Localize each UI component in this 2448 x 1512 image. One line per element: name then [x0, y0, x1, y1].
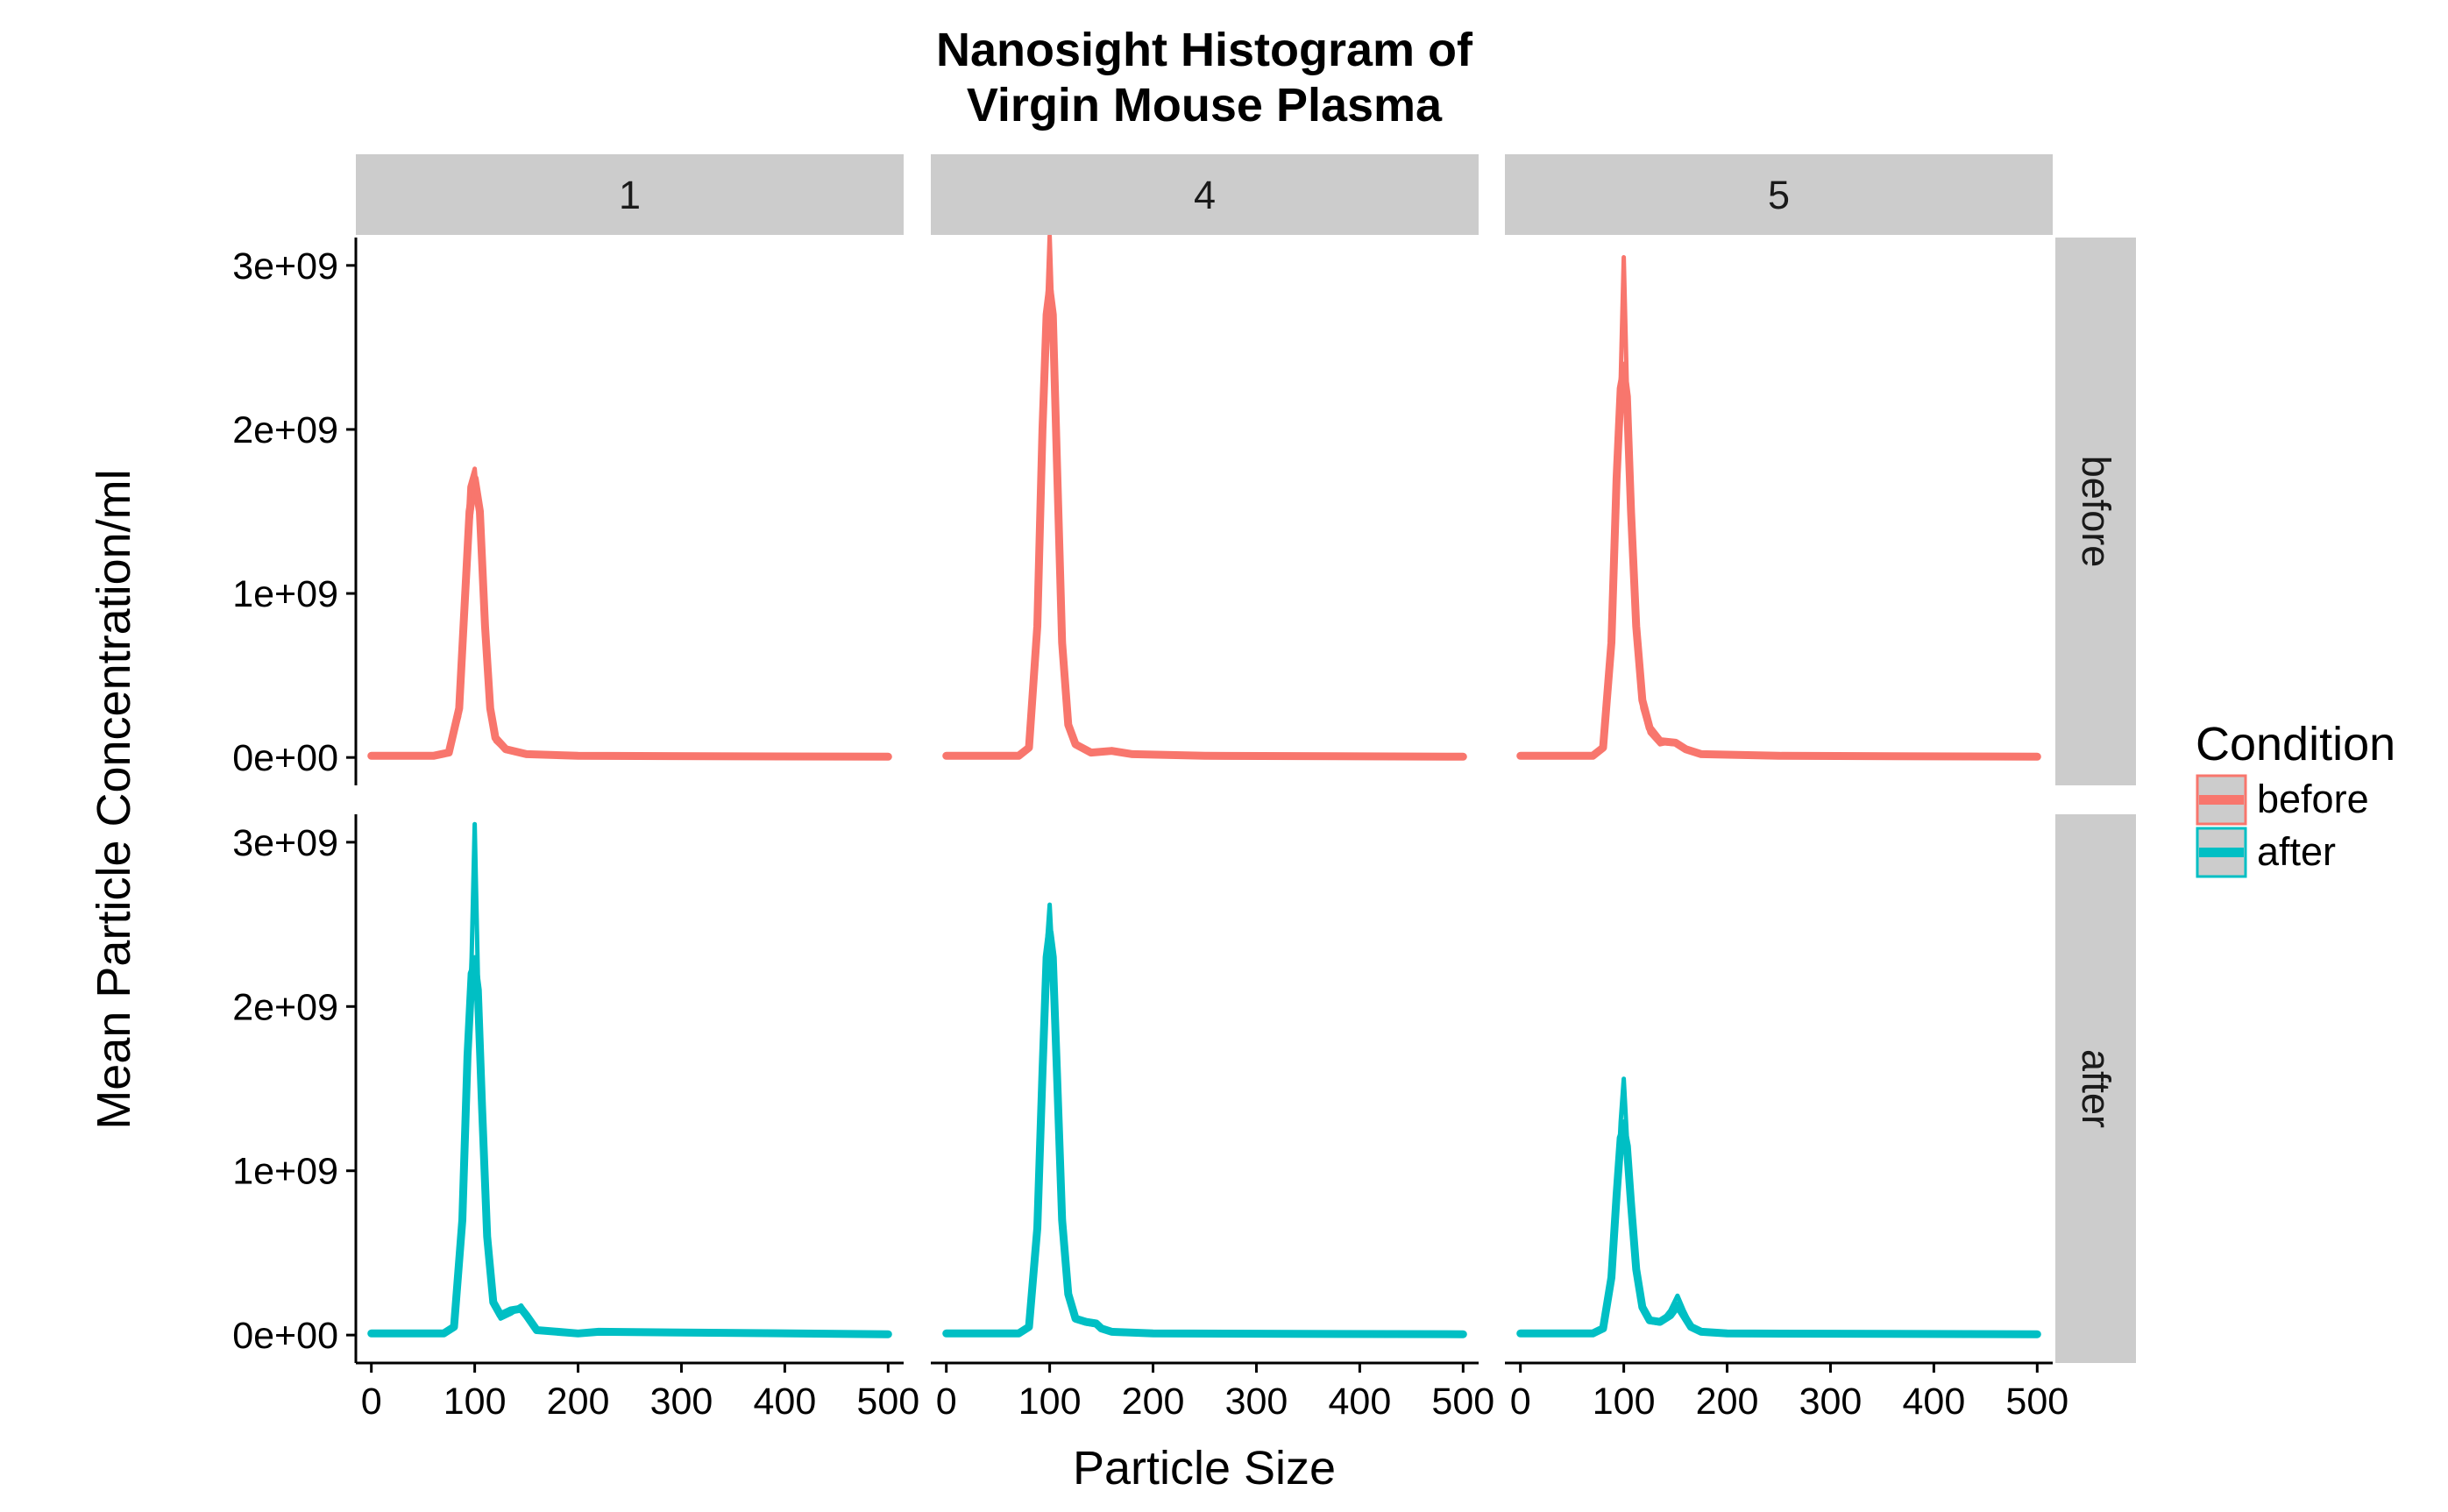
- facet-panels: [367, 233, 2041, 1338]
- x-tick-label-4-1: 100: [1018, 1381, 1082, 1423]
- series-line-5-before-3: [1518, 361, 2040, 759]
- x-tick-label-5-4: 400: [1903, 1381, 1966, 1423]
- y-tick-label-after-2: 2e+09: [232, 986, 338, 1028]
- facet-strip-5: [1505, 154, 2053, 235]
- series-line-1-before-2: [369, 484, 891, 759]
- y-tick-label-before-3: 3e+09: [232, 245, 338, 287]
- series-line-5-before-1: [1516, 367, 2041, 761]
- x-tick-label-5-2: 200: [1696, 1381, 1759, 1423]
- y-axes: 0e+00 1e+09 2e+09 3e+09 0e+00 1e+09 2e+09 3e+09: [232, 238, 358, 1363]
- facet-strip-after: [2055, 814, 2136, 1363]
- x-tick-label-5-3: 300: [1799, 1381, 1863, 1423]
- y-tick-label-after-3: 3e+09: [232, 822, 338, 864]
- x-tick-label-4-3: 300: [1225, 1381, 1288, 1423]
- series-line-5-before-2: [1518, 255, 2040, 759]
- series-line-4-before-2: [944, 233, 1465, 759]
- series-line-1-after-3: [369, 955, 891, 1337]
- facet-strip-label-before: before: [2074, 456, 2118, 568]
- y-axis-label: Mean Particle Concentration/ml: [88, 469, 140, 1129]
- facet-column-strips: 1 4 5: [356, 154, 2053, 235]
- y-tick-label-after-1: 1e+09: [232, 1151, 338, 1193]
- x-tick-label-4-5: 500: [1431, 1381, 1494, 1423]
- series-line-1-before-1: [367, 474, 892, 761]
- panel-1-after: [367, 821, 892, 1338]
- facet-strip-label-5: 5: [1768, 173, 1790, 217]
- legend-label-before: before: [2257, 777, 2369, 821]
- panel-4-after: [942, 902, 1467, 1338]
- legend-entry-after: after: [2196, 827, 2336, 878]
- series-line-4-before-1: [942, 286, 1467, 761]
- y-tick-label-before-2: 2e+09: [232, 409, 338, 451]
- series-line-4-after-3: [944, 938, 1465, 1337]
- series-line-5-after-3: [1518, 1119, 2040, 1337]
- chart-title: Nanosight Histogram of Virgin Mouse Plas…: [936, 24, 1473, 131]
- facet-strip-1: [356, 154, 904, 235]
- chart-title-line-2: Virgin Mouse Plasma: [967, 79, 1443, 131]
- facet-strip-label-1: 1: [619, 173, 641, 217]
- panel-1-before: [367, 466, 892, 761]
- x-tick-label-1-2: 200: [547, 1381, 610, 1423]
- x-tick-label-4-2: 200: [1122, 1381, 1185, 1423]
- x-axis-label: Particle Size: [1073, 1442, 1336, 1494]
- x-tick-label-1-4: 400: [754, 1381, 817, 1423]
- x-tick-label-1-1: 100: [443, 1381, 507, 1423]
- x-tick-label-4-4: 400: [1329, 1381, 1392, 1423]
- x-tick-label-5-1: 100: [1593, 1381, 1656, 1423]
- series-line-1-after-1: [367, 961, 892, 1338]
- panel-5-after: [1516, 1076, 2041, 1338]
- series-line-5-after-1: [1516, 1125, 2041, 1338]
- chart-title-line-1: Nanosight Histogram of: [936, 24, 1473, 76]
- facet-strip-before: [2055, 238, 2136, 785]
- x-tick-label-5-5: 500: [2005, 1381, 2068, 1423]
- facet-row-strips: before after: [2055, 238, 2136, 1363]
- y-tick-label-before-1: 1e+09: [232, 573, 338, 615]
- facet-strip-label-after: after: [2074, 1049, 2118, 1128]
- series-line-4-before-3: [944, 280, 1465, 759]
- legend-entry-before: before: [2196, 774, 2369, 826]
- series-line-4-after-1: [942, 928, 1467, 1338]
- series-line-1-before-3: [369, 466, 891, 759]
- series-line-5-after-2: [1518, 1076, 2040, 1337]
- facet-strip-4: [931, 154, 1479, 235]
- legend-title: Condition: [2196, 718, 2395, 770]
- x-tick-label-1-3: 300: [650, 1381, 713, 1423]
- panel-5-before: [1516, 255, 2041, 761]
- x-axes: 0 100 200 300 400 500 0 100 200 300 400 500 0 100 200 3…: [356, 1361, 2068, 1423]
- series-line-4-after-2: [944, 902, 1465, 1337]
- y-tick-label-after-0: 0e+00: [232, 1315, 338, 1357]
- x-tick-label-5-0: 0: [1510, 1381, 1531, 1423]
- series-line-1-after-2: [369, 821, 891, 1337]
- facet-strip-label-4: 4: [1194, 173, 1216, 217]
- y-tick-label-before-0: 0e+00: [232, 737, 338, 779]
- panel-4-before: [942, 233, 1467, 761]
- legend-label-after: after: [2257, 829, 2336, 874]
- x-tick-label-1-5: 500: [856, 1381, 919, 1423]
- x-tick-label-1-0: 0: [361, 1381, 382, 1423]
- legend: Condition before after: [2196, 718, 2395, 878]
- x-tick-label-4-0: 0: [936, 1381, 957, 1423]
